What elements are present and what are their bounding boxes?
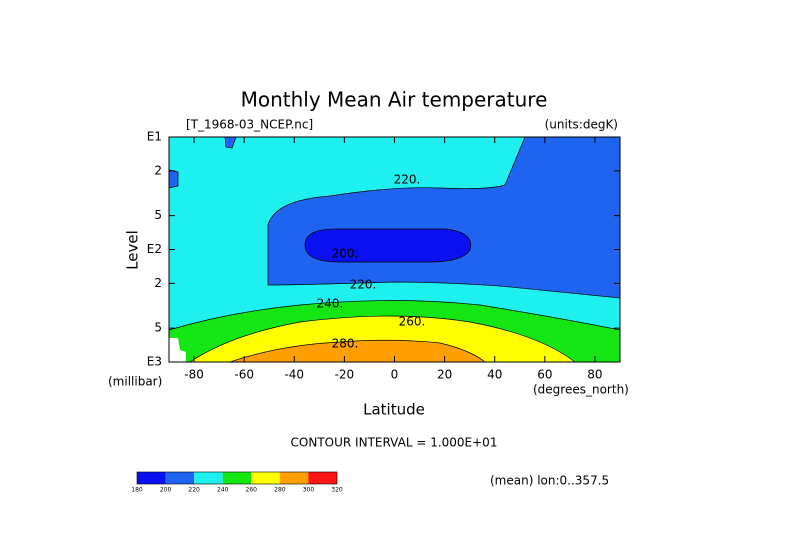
contour-label: 220.	[350, 278, 377, 292]
x-tick-label: 20	[437, 368, 452, 382]
x-tick-label: -60	[234, 368, 254, 382]
colorbar-box	[137, 472, 166, 484]
colorbar-box	[194, 472, 223, 484]
footer: (mean) lon:0..357.5	[490, 474, 609, 488]
contour-region	[168, 169, 179, 189]
x-tick-label: -80	[184, 368, 204, 382]
y-tick-label: E3	[147, 355, 162, 369]
y-units: (millibar)	[108, 375, 162, 389]
y-tick-label: 2	[154, 163, 162, 177]
y-tick-label: E2	[147, 242, 162, 256]
missing-data	[169, 338, 186, 362]
colorbar-label: 180	[131, 487, 143, 494]
y-tick-label: E1	[147, 130, 162, 144]
contour-region	[229, 339, 486, 363]
x-axis-label: Latitude	[363, 401, 425, 419]
colorbar-box	[308, 472, 337, 484]
colorbar-box	[165, 472, 195, 484]
x-units: (degrees_north)	[533, 383, 629, 397]
source-label: [T_1968-03_NCEP.nc]	[186, 118, 313, 132]
units-label: (units:degK)	[545, 118, 618, 132]
contour-region	[304, 228, 472, 263]
x-tick-label: 80	[587, 368, 602, 382]
chart-title: Monthly Mean Air temperature	[241, 88, 548, 112]
colorbar-label: 320	[331, 487, 343, 494]
colorbar-label: 200	[160, 487, 172, 494]
y-tick-label: 5	[154, 321, 162, 335]
colorbar-box	[222, 472, 252, 484]
y-axis-label: Level	[124, 230, 142, 270]
contour-label: 280.	[332, 337, 359, 351]
colorbar-label: 260	[246, 487, 258, 494]
y-tick-label: 2	[154, 276, 162, 290]
x-tick-label: 40	[487, 368, 502, 382]
colorbar-label: 300	[303, 487, 315, 494]
x-tick-label: -40	[284, 368, 304, 382]
x-tick-label: 0	[391, 368, 399, 382]
contour-note: CONTOUR INTERVAL = 1.000E+01	[291, 436, 498, 450]
contour-label: 260.	[399, 315, 426, 329]
colorbar-frame	[136, 471, 338, 485]
x-tick-label: -20	[335, 368, 355, 382]
contour-label: 240.	[317, 297, 344, 311]
colorbar-label: 220	[188, 487, 200, 494]
colorbar-label: 280	[274, 487, 286, 494]
colorbar-box	[251, 472, 280, 484]
colorbar-box	[279, 472, 309, 484]
contour-label: 200.	[332, 247, 359, 261]
x-tick-label: 60	[537, 368, 552, 382]
contour-label: 220.	[394, 173, 421, 187]
y-tick-label: 5	[154, 208, 162, 222]
colorbar-label: 240	[217, 487, 229, 494]
